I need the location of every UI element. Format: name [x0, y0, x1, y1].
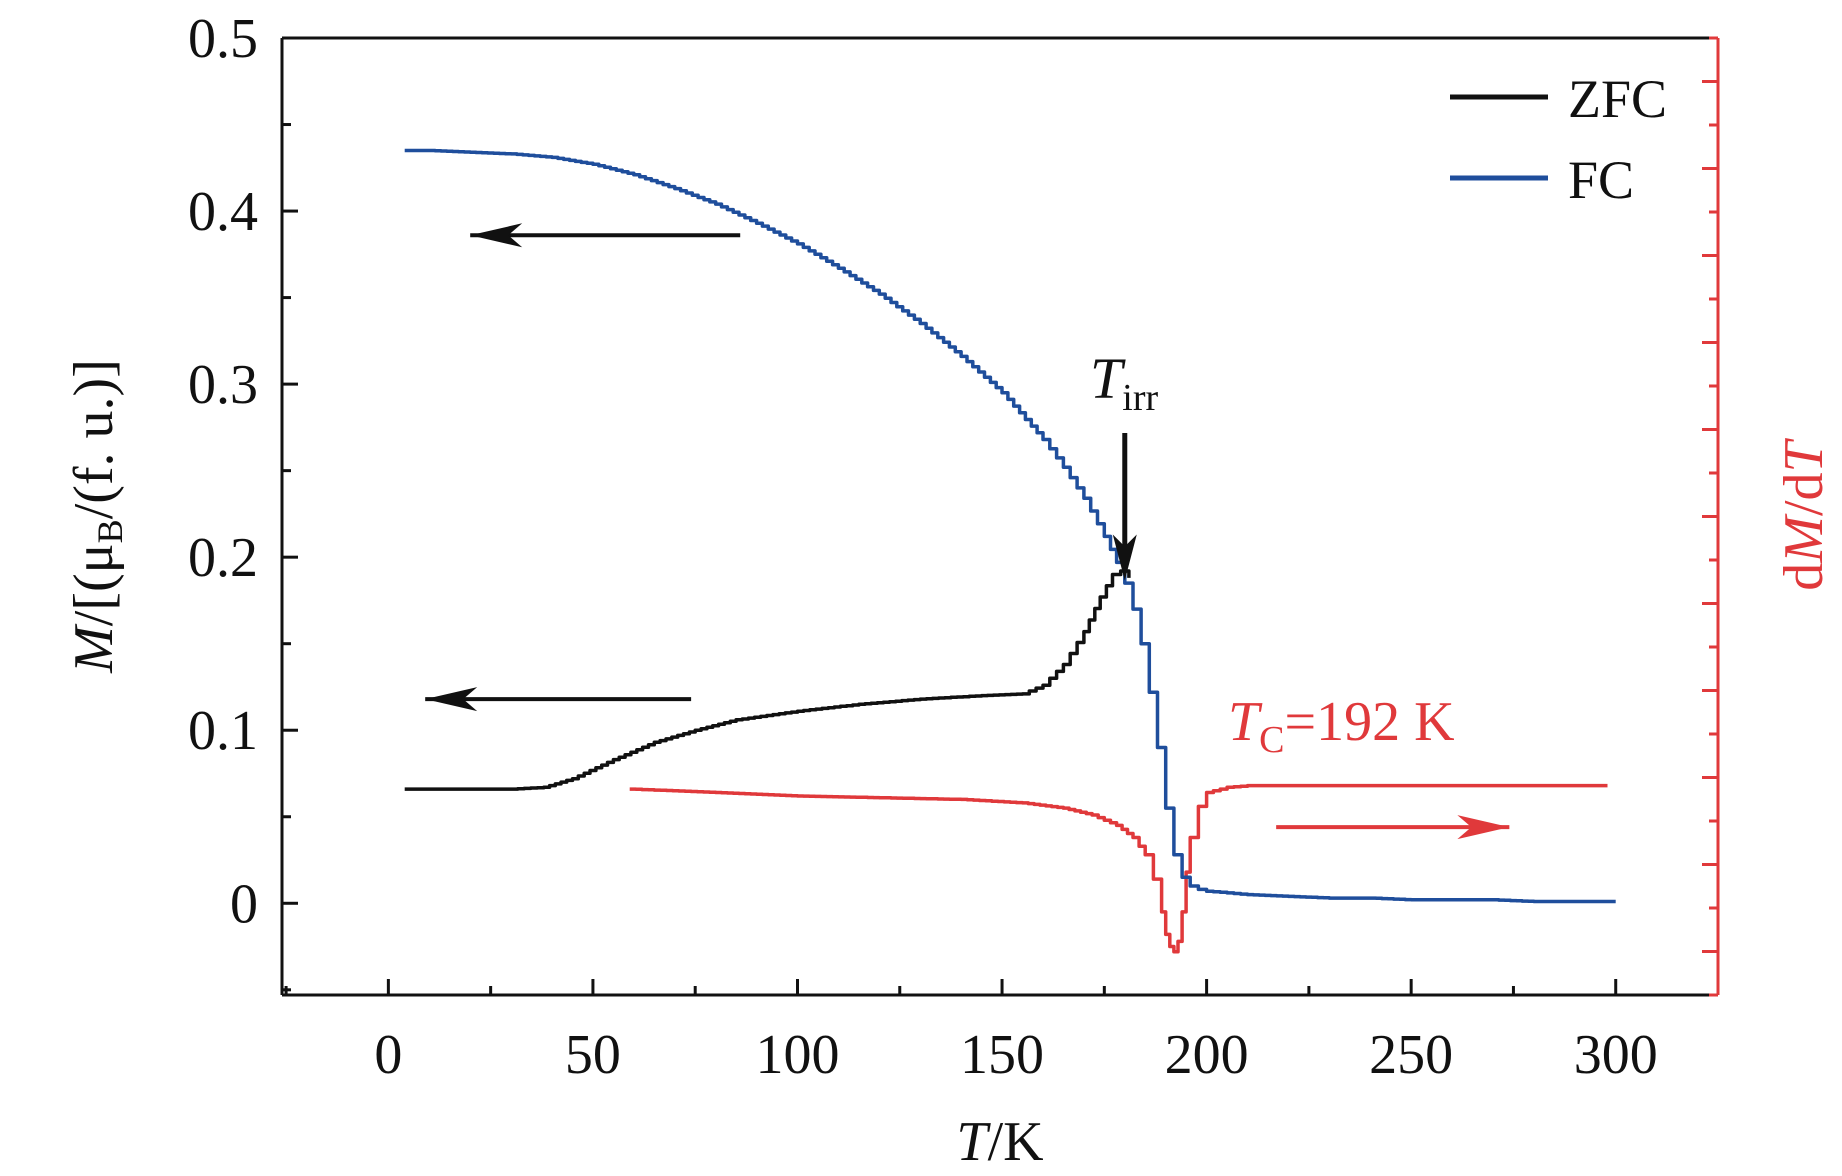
right-y-var1: M: [1773, 513, 1835, 564]
x-tick-label: 300: [1574, 1024, 1658, 1086]
tirr-annotation: Tirr: [1090, 346, 1158, 581]
y-tick-label: 0.1: [188, 700, 258, 762]
right-y-mid: /d: [1773, 472, 1835, 516]
arrow-head: [425, 687, 478, 712]
series-layer: [404, 148, 1616, 954]
x-axis-tick-labels: 0 50 100 150 200 250 300: [374, 1024, 1657, 1086]
direction-arrows: [425, 223, 1510, 840]
series-line-fc: [404, 148, 1616, 904]
series-line-dmdt: [629, 783, 1608, 954]
left-y-var: M: [63, 623, 125, 674]
x-tick-label: 250: [1369, 1024, 1453, 1086]
right-y-axis-title: dM/dT: [1773, 437, 1835, 590]
tc-var: T: [1228, 691, 1263, 753]
x-axis-title: T/K: [956, 1111, 1043, 1173]
tc-label: TC=192 K: [1228, 691, 1455, 761]
tirr-var: T: [1090, 346, 1126, 411]
direction-arrow-zfc: [425, 687, 692, 712]
tc-value: =192 K: [1285, 691, 1455, 753]
y-axis-ticks: [282, 36, 298, 992]
left-y-axis-title: M/[(μB/(f. u.)]: [63, 359, 130, 674]
right-y-pre: d: [1773, 563, 1835, 591]
x-tick-label: 150: [960, 1024, 1044, 1086]
legend-label-fc: FC: [1568, 150, 1634, 210]
direction-arrow-fc: [470, 223, 741, 248]
plot-frame: [280, 36, 1720, 997]
direction-arrow-dmdt: [1276, 815, 1510, 840]
left-y-sub: B: [90, 519, 130, 543]
tc-annotation: TC=192 K: [1228, 691, 1455, 761]
tirr-label: Tirr: [1090, 346, 1158, 419]
x-tick-label: 200: [1165, 1024, 1249, 1086]
left-y-text-b: /(f. u.)]: [63, 359, 125, 519]
right-axis-ticks: [1702, 36, 1718, 997]
y-tick-label: 0.4: [188, 181, 258, 243]
tirr-arrow: [1112, 433, 1137, 581]
y-axis-tick-labels: 0 0.1 0.2 0.3 0.4 0.5: [188, 8, 258, 935]
tirr-arrow-head: [1112, 534, 1137, 581]
legend-label-zfc: ZFC: [1568, 69, 1667, 129]
left-y-text-a: /[(μ: [63, 543, 125, 626]
x-axis-ticks: [284, 979, 1618, 995]
y-tick-label: 0.3: [188, 354, 258, 416]
tc-sub: C: [1259, 719, 1284, 761]
tirr-sub: irr: [1122, 377, 1158, 419]
arrow-head: [1457, 815, 1510, 840]
x-axis-unit: /K: [988, 1111, 1044, 1173]
y-tick-label: 0: [230, 873, 258, 935]
y-tick-label: 0.5: [188, 8, 258, 70]
right-y-var2: T: [1773, 437, 1835, 472]
arrow-head: [470, 223, 523, 248]
x-tick-label: 100: [755, 1024, 839, 1086]
y-tick-label: 0.2: [188, 527, 258, 589]
series-line-zfc: [404, 569, 1131, 791]
legend: ZFC FC: [1450, 69, 1667, 210]
x-tick-label: 50: [565, 1024, 621, 1086]
x-axis-var: T: [956, 1111, 991, 1173]
x-tick-label: 0: [374, 1024, 402, 1086]
